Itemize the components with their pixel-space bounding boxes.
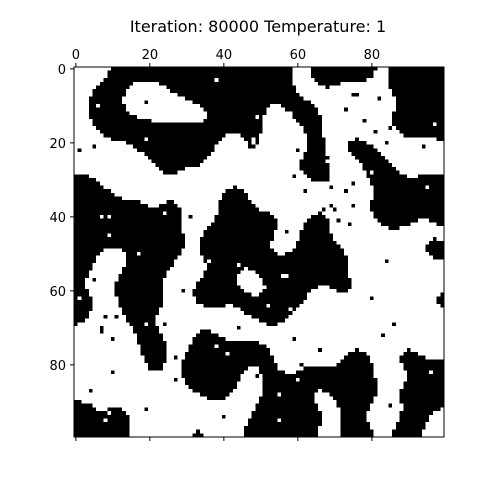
x-tick-label: 20 (142, 48, 159, 63)
x-tick-label: 60 (290, 48, 307, 63)
spin-lattice-heatmap (74, 67, 444, 437)
y-tick-label: 60 (49, 285, 66, 300)
x-tick-label: 80 (364, 48, 381, 63)
x-tick-label: 40 (216, 48, 233, 63)
y-tick-label: 80 (49, 359, 66, 374)
chart-title: Iteration: 80000 Temperature: 1 (130, 17, 386, 36)
x-tick-label: 0 (72, 48, 80, 63)
axis-ticks: 0 20 40 60 80 0 20 40 60 80 (49, 48, 380, 441)
y-tick-label: 20 (49, 137, 66, 152)
y-tick-label: 40 (49, 211, 66, 226)
y-tick-label: 0 (58, 63, 66, 78)
